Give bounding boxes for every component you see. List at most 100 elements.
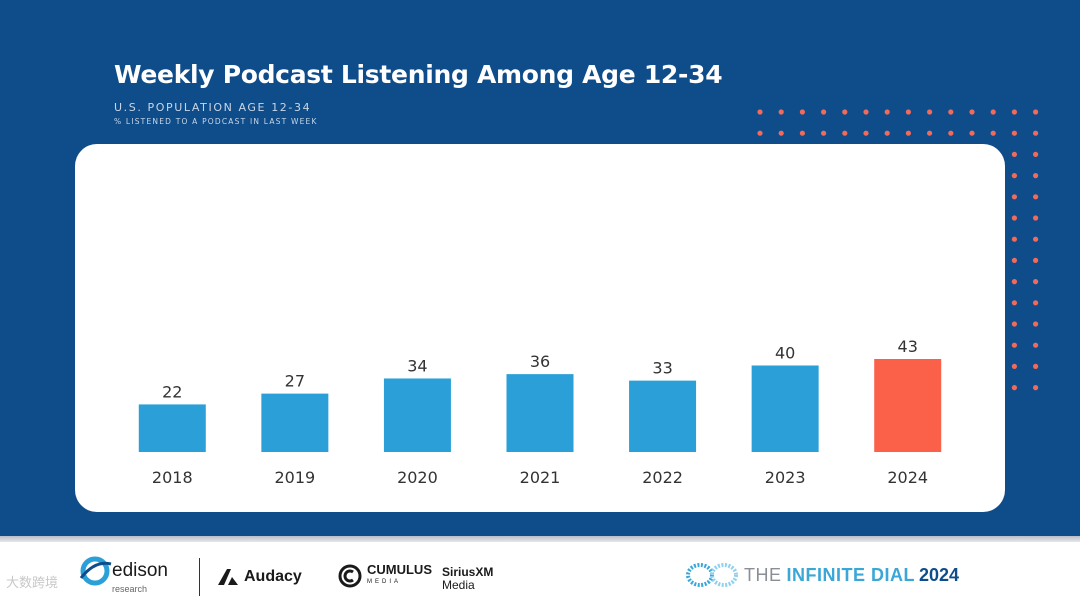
infinite-dial-logo: THE INFINITE DIAL 2024 xyxy=(686,562,959,588)
decorative-dot xyxy=(1033,342,1039,348)
value-label-2020: 34 xyxy=(407,356,427,375)
decorative-dot xyxy=(927,130,933,136)
decorative-dot xyxy=(1011,236,1018,242)
decorative-dot xyxy=(778,109,784,115)
decorative-dot xyxy=(1033,279,1039,285)
decorative-dot xyxy=(1033,363,1039,369)
decorative-dot xyxy=(842,109,848,115)
decorative-dot xyxy=(1011,109,1018,115)
cumulus-media-logo: CUMULUS MEDIA xyxy=(338,562,432,588)
decorative-dot xyxy=(1033,236,1039,242)
decorative-dot xyxy=(863,130,869,136)
decorative-dot xyxy=(1033,194,1039,200)
decorative-dot xyxy=(948,109,954,115)
decorative-dot xyxy=(1033,321,1039,327)
x-tick-label-2022: 2022 xyxy=(642,468,683,487)
decorative-dot xyxy=(1011,342,1018,348)
dial-name: INFINITE DIAL xyxy=(786,564,915,585)
edison-orbit-icon xyxy=(79,556,112,586)
value-label-2019: 27 xyxy=(285,372,305,391)
bar-2024 xyxy=(874,359,942,452)
decorative-dot xyxy=(778,130,784,136)
audacy-logo: Audacy xyxy=(218,568,302,586)
chart-subtitle-population: U.S. POPULATION AGE 12-34 xyxy=(114,101,312,114)
chart-subtitle-measure: % LISTENED TO A PODCAST IN LAST WEEK xyxy=(114,117,318,126)
footer-logo-bar: 大数跨境 edison research Audacy CUMULUS MEDI… xyxy=(0,542,1080,608)
bar-2023 xyxy=(751,365,819,452)
x-tick-label-2019: 2019 xyxy=(274,468,315,487)
decorative-dot xyxy=(1011,257,1018,263)
value-label-2022: 33 xyxy=(652,359,672,378)
chart-title: Weekly Podcast Listening Among Age 12-34 xyxy=(114,60,723,89)
cumulus-sub: MEDIA xyxy=(367,579,402,585)
chart-card: 22 2018 27 2019 34 2020 36 2021 33 2022 40 2023 43 20… xyxy=(75,144,1005,512)
cumulus-c-icon xyxy=(338,564,362,588)
watermark: 大数跨境 xyxy=(6,576,59,591)
siriusxm-sub: Media xyxy=(442,578,475,592)
decorative-dot xyxy=(1011,215,1018,221)
cumulus-name: CUMULUS xyxy=(367,562,432,577)
x-tick-label-2018: 2018 xyxy=(152,468,193,487)
decorative-dot xyxy=(799,130,806,136)
decorative-dot xyxy=(884,109,890,115)
decorative-dot xyxy=(884,130,890,136)
x-tick-label-2023: 2023 xyxy=(765,468,806,487)
decorative-dot xyxy=(821,130,827,136)
decorative-dot xyxy=(905,130,912,136)
bar-2022 xyxy=(629,380,697,452)
decorative-dot xyxy=(1033,257,1039,263)
decorative-dot xyxy=(905,109,912,115)
value-label-2024: 43 xyxy=(898,337,918,356)
edison-research-logo: edison research xyxy=(78,554,168,594)
decorative-dot xyxy=(1033,173,1039,179)
dial-the: THE xyxy=(744,564,782,585)
footer-divider xyxy=(0,536,1080,542)
decorative-dot xyxy=(1033,151,1039,157)
decorative-dot xyxy=(842,130,848,136)
audacy-a-icon xyxy=(218,569,238,585)
infinity-icon xyxy=(686,563,738,587)
decorative-dot xyxy=(1011,363,1018,369)
slide-background: Weekly Podcast Listening Among Age 12-34… xyxy=(0,0,1080,536)
decorative-dot xyxy=(757,109,763,115)
decorative-dot xyxy=(1033,130,1039,136)
logo-separator xyxy=(199,558,200,596)
decorative-dot xyxy=(1011,173,1018,179)
bar-2020 xyxy=(383,378,451,452)
decorative-dot xyxy=(990,109,996,115)
decorative-dot xyxy=(990,130,996,136)
siriusxm-name: SiriusXM xyxy=(442,565,494,579)
x-tick-label-2024: 2024 xyxy=(887,468,928,487)
bar-2018 xyxy=(138,404,206,452)
decorative-dot xyxy=(1011,151,1018,157)
decorative-dot xyxy=(863,109,869,115)
decorative-dot xyxy=(1011,300,1018,306)
decorative-dot xyxy=(948,130,954,136)
edison-tagline: research xyxy=(112,584,148,594)
bar-chart: 22 2018 27 2019 34 2020 36 2021 33 2022 40 2023 43 20… xyxy=(138,337,942,487)
decorative-dot xyxy=(1033,215,1039,221)
decorative-dot xyxy=(757,130,763,136)
decorative-dot xyxy=(821,109,827,115)
decorative-dot xyxy=(1011,321,1018,327)
value-label-2023: 40 xyxy=(775,343,795,362)
decorative-dot xyxy=(1033,300,1039,306)
x-tick-label-2021: 2021 xyxy=(520,468,561,487)
decorative-dot xyxy=(969,130,975,136)
value-label-2018: 22 xyxy=(162,382,182,401)
x-tick-label-2020: 2020 xyxy=(397,468,438,487)
dial-year: 2024 xyxy=(919,564,960,585)
decorative-dot xyxy=(1033,385,1039,391)
decorative-dot xyxy=(1011,194,1018,200)
decorative-dot xyxy=(927,109,933,115)
audacy-name: Audacy xyxy=(244,568,302,585)
decorative-dot xyxy=(1033,109,1039,115)
siriusxm-media-logo: SiriusXM Media xyxy=(442,566,493,592)
decorative-dot xyxy=(1011,279,1018,285)
decorative-dot xyxy=(969,109,975,115)
value-label-2021: 36 xyxy=(530,352,550,371)
decorative-dot xyxy=(1011,130,1018,136)
bar-2021 xyxy=(506,374,574,452)
decorative-dot xyxy=(799,109,806,115)
edison-name: edison xyxy=(112,560,168,581)
